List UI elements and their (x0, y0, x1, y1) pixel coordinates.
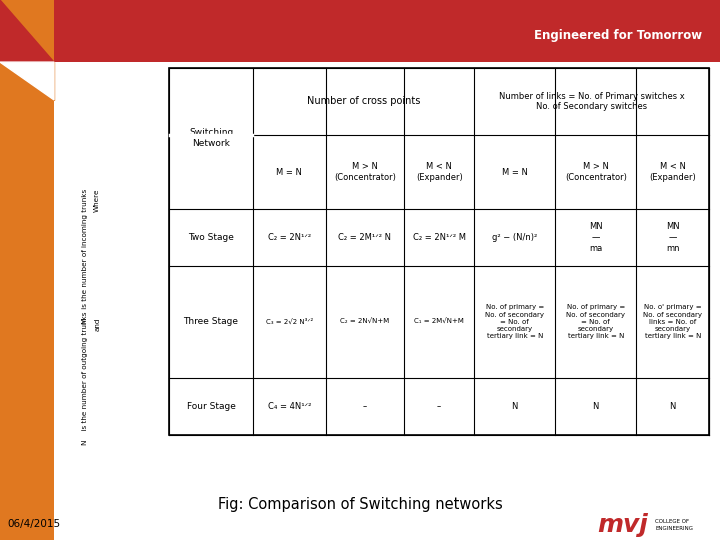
Text: M < N
(Expander): M < N (Expander) (416, 163, 462, 182)
Text: MN
—
ma: MN — ma (589, 222, 603, 253)
Bar (169, 68, 709, 435)
Text: Two Stage: Two Stage (188, 233, 234, 242)
Text: M < N
(Expander): M < N (Expander) (649, 163, 696, 182)
Text: –: – (363, 402, 367, 411)
Text: C₁ = 2M√N+M: C₁ = 2M√N+M (414, 319, 464, 325)
Text: C₃ = 2√2 N³ᐟ²: C₃ = 2√2 N³ᐟ² (266, 319, 313, 325)
Text: C₄ = 4N¹ᐟ²: C₄ = 4N¹ᐟ² (268, 402, 311, 411)
Polygon shape (0, 62, 54, 100)
Text: Fig: Comparison of Switching networks: Fig: Comparison of Switching networks (217, 497, 503, 512)
Text: C₂ = 2N¹ᐟ²: C₂ = 2N¹ᐟ² (268, 233, 311, 242)
Text: M = N: M = N (502, 167, 528, 177)
Text: g² − (N/n)²: g² − (N/n)² (492, 233, 537, 242)
Text: N    is the number of outgoing trunks: N is the number of outgoing trunks (82, 311, 88, 445)
Text: No. o' primary =
No. of secondary
links = No. of
secondary
tertiary link = N: No. o' primary = No. of secondary links … (643, 304, 702, 339)
Polygon shape (0, 0, 54, 62)
Text: and: and (94, 317, 100, 330)
Text: N: N (512, 402, 518, 411)
Text: Number of links = No. of Primary switches x
No. of Secondary switches: Number of links = No. of Primary switche… (499, 92, 685, 111)
Text: C₂ = 2M¹ᐟ² N: C₂ = 2M¹ᐟ² N (338, 233, 392, 242)
Text: Number of cross points: Number of cross points (307, 97, 420, 106)
Text: M = N: M = N (276, 167, 302, 177)
Text: 06/4/2015: 06/4/2015 (7, 519, 60, 529)
Text: C₂ = 2N√N+M: C₂ = 2N√N+M (341, 319, 390, 325)
Text: No. of primary =
No. of secondary
= No. of
secondary
tertiary link = N: No. of primary = No. of secondary = No. … (485, 304, 544, 339)
Text: MN
—
mn: MN — mn (666, 222, 680, 253)
Text: Where: Where (94, 188, 100, 212)
Text: M > N
(Concentrator): M > N (Concentrator) (334, 163, 396, 182)
Text: Switching
Network: Switching Network (189, 129, 233, 148)
Text: M    is the number of incoming trunks: M is the number of incoming trunks (82, 189, 88, 324)
Text: M > N
(Concentrator): M > N (Concentrator) (565, 163, 626, 182)
Text: Three Stage: Three Stage (184, 318, 238, 326)
Bar (0, 0, 720, 62)
Text: COLLEGE OF
ENGINEERING: COLLEGE OF ENGINEERING (655, 519, 693, 531)
Text: mvj: mvj (598, 513, 648, 537)
Text: N: N (593, 402, 599, 411)
Text: N: N (670, 402, 676, 411)
Text: Engineered for Tomorrow: Engineered for Tomorrow (534, 29, 702, 42)
Bar (0, 0, 54, 540)
Text: Four Stage: Four Stage (186, 402, 235, 411)
Text: C₂ = 2N¹ᐟ² M: C₂ = 2N¹ᐟ² M (413, 233, 466, 242)
Polygon shape (0, 62, 54, 100)
Text: –: – (437, 402, 441, 411)
Text: No. of primary =
No. of secondary
= No. of
secondary
tertiary link = N: No. of primary = No. of secondary = No. … (567, 304, 625, 339)
